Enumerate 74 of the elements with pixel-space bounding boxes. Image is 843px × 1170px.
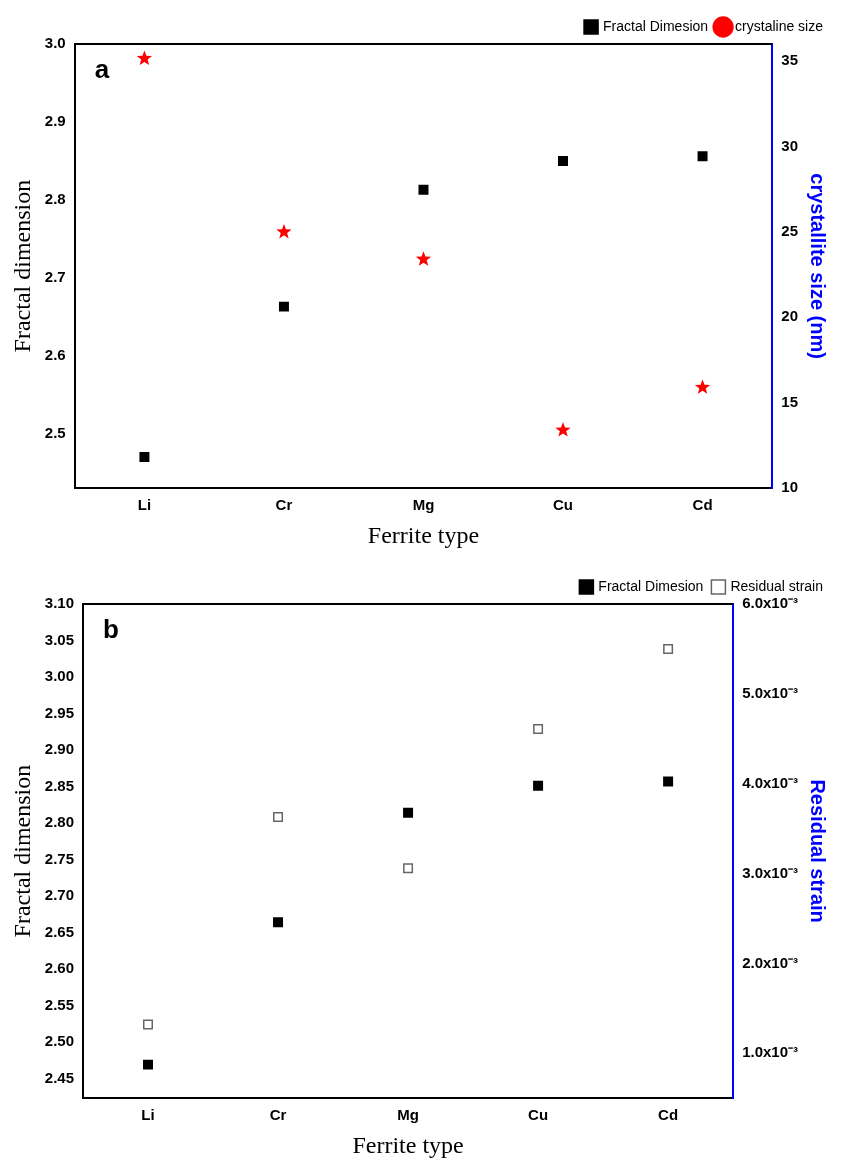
point [418,184,429,195]
y-tick-label: 2.6 [44,345,66,363]
point [403,807,414,818]
y-tick-label: 2.65 [44,922,74,940]
point [533,780,544,791]
y2-tick-label: 25 [781,222,798,240]
x-tick-label: Cu [553,496,574,514]
point [663,643,674,654]
point [555,422,571,437]
point [273,917,284,928]
point [136,50,153,65]
legend-label: Fractal Dimesion [598,577,704,594]
y-tick-label: 3.0 [44,34,66,52]
y2-tick-label: 5.0x10⁻³ [742,684,798,701]
point [278,301,289,312]
x-tick-label: Li [141,1106,155,1124]
legend-label: Residual strain [730,577,824,594]
y2-tick-label: 1.0x10⁻³ [742,1043,798,1061]
point [558,155,569,166]
y-tick-label: 2.9 [44,112,66,130]
annotation: a [94,54,110,85]
legend-label: crystaline size [735,17,824,34]
y2-tick-label: 35 [781,51,798,69]
point [533,723,544,734]
y-tick-label: 2.90 [44,740,74,758]
y2-tick-label: 2.0x10⁻³ [742,953,798,971]
x-tick-label: Mg [397,1106,419,1124]
legend-label: Fractal Dimesion [603,17,709,34]
x-axis-title: Ferrite type [367,521,480,548]
x-tick-label: Cr [275,496,293,514]
point [139,452,150,463]
y2-tick-label: 6.0x10⁻³ [742,594,798,612]
y-axis-title: Fractal dimension [8,764,35,938]
y2-axis-title: crystallite size (nm) [807,173,830,359]
y-tick-label: 2.70 [44,886,74,904]
y-axis-title: Fractal dimension [8,179,35,353]
y-tick-label: 2.45 [44,1068,74,1086]
y2-tick-label: 4.0x10⁻³ [742,773,798,791]
point [403,863,414,874]
y-tick-label: 2.8 [44,190,66,207]
y-tick-label: 2.7 [44,267,66,285]
point [697,151,708,162]
point [276,223,292,239]
y-tick-label: 2.60 [44,959,74,977]
y2-tick-label: 10 [781,478,798,496]
y-tick-label: 2.85 [44,776,74,794]
y2-tick-label: 15 [781,392,798,410]
x-tick-label: Cr [269,1106,287,1124]
y-tick-label: 3.00 [44,667,74,685]
point [143,1019,153,1030]
y2-tick-label: 30 [781,136,798,154]
x-tick-label: Mg [412,496,435,514]
point [273,811,284,822]
y-tick-label: 2.95 [44,703,74,721]
y-tick-label: 2.5 [44,423,66,441]
y-tick-label: 3.10 [44,594,74,612]
point [415,251,432,266]
y-tick-label: 2.55 [44,995,74,1013]
y-tick-label: 2.75 [44,849,74,867]
point [694,379,711,394]
x-tick-label: Cd [658,1106,679,1124]
y-tick-label: 2.50 [44,1032,74,1050]
point [663,776,674,787]
y-tick-label: 3.05 [44,630,74,648]
point [143,1059,153,1070]
annotation: b [102,614,119,645]
x-tick-label: Cu [528,1106,549,1124]
y2-axis-title: Residual strain [807,779,830,923]
x-tick-label: Li [137,496,152,514]
x-tick-label: Cd [692,496,713,514]
y2-tick-label: 20 [781,307,798,325]
y-tick-label: 2.80 [44,813,74,831]
x-axis-title: Ferrite type [352,1131,464,1158]
y2-tick-label: 3.0x10⁻³ [742,863,798,881]
